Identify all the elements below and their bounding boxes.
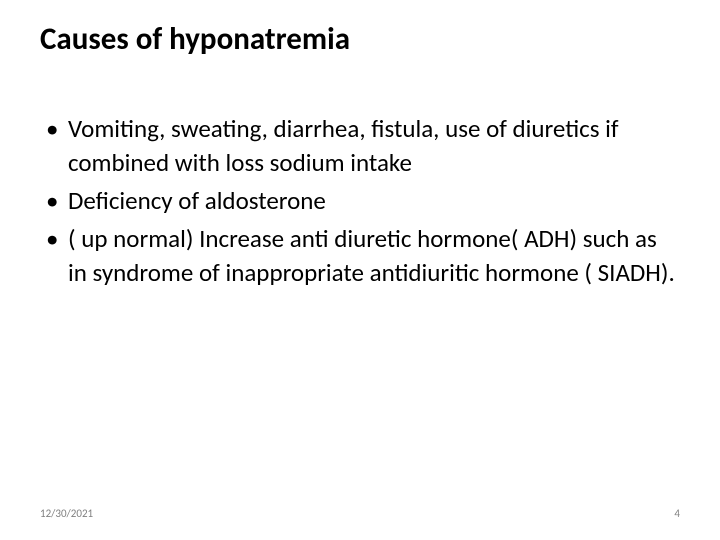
bullet-list: Vomiting, sweating, diarrhea, fistula, u… xyxy=(40,112,680,290)
list-item: Vomiting, sweating, diarrhea, fistula, u… xyxy=(40,112,680,180)
slide-title: Causes of hyponatremia xyxy=(40,20,680,58)
slide: Causes of hyponatremia Vomiting, sweatin… xyxy=(0,0,720,540)
footer-date: 12/30/2021 xyxy=(40,507,93,520)
footer: 12/30/2021 4 xyxy=(0,507,720,520)
list-item: ( up normal) Increase anti diuretic horm… xyxy=(40,222,680,290)
list-item: Deficiency of aldosterone xyxy=(40,184,680,218)
footer-page-number: 4 xyxy=(674,507,680,520)
